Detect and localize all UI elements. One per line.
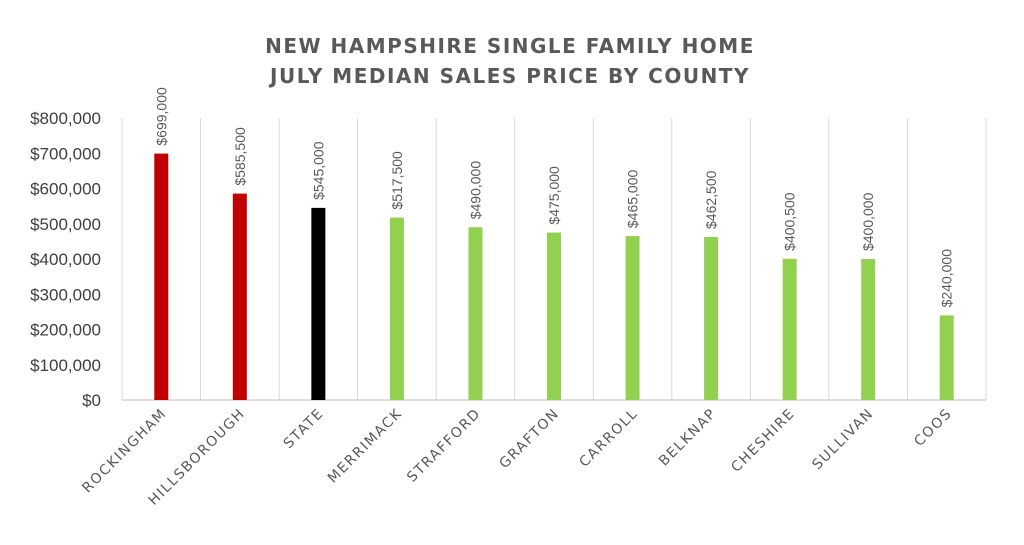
x-tick-label: STATE [281, 406, 327, 452]
bar-rockingham [154, 153, 169, 400]
data-labels: $699,000 $585,500 $545,000 $517,500 $490,000… [153, 87, 954, 307]
bar-belknap [704, 236, 719, 400]
bar-state [311, 207, 326, 400]
data-label: $400,000 [860, 192, 876, 251]
x-tick-label: STRAFFORD [404, 406, 484, 486]
x-tick-label: CARROLL [576, 406, 641, 471]
x-tick-label: BELKNAP [656, 406, 720, 470]
bars [154, 153, 954, 400]
bar-strafford [468, 227, 483, 400]
x-tick-label: MERRIMACK [325, 406, 406, 487]
y-tick-label: $100,000 [30, 356, 101, 375]
x-tick-label: CHESHIRE [728, 406, 798, 476]
data-label: $585,500 [232, 127, 248, 186]
bar-sullivan [861, 259, 876, 400]
data-label: $400,500 [782, 192, 798, 251]
bar-carroll [625, 236, 640, 400]
y-tick-label: $400,000 [30, 250, 101, 269]
y-axis-ticks: $0 $100,000 $200,000 $300,000 $400,000 $500,0… [30, 109, 101, 410]
bar-merrimack [389, 217, 404, 400]
data-label: $545,000 [310, 141, 326, 200]
x-tick-label: COOS [911, 406, 955, 450]
data-label: $475,000 [546, 166, 562, 225]
y-tick-label: $200,000 [30, 321, 101, 340]
chart-title-line-2: JULY MEDIAN SALES PRICE BY COUNTY [268, 64, 750, 88]
bar-coos [939, 315, 954, 400]
y-tick-label: $600,000 [30, 180, 101, 199]
y-tick-label: $300,000 [30, 285, 101, 304]
data-label: $462,500 [703, 170, 719, 229]
x-tick-label: GRAFTON [496, 406, 562, 472]
x-tick-label: ROCKINGHAM [79, 406, 170, 497]
data-label: $240,000 [939, 249, 955, 308]
bar-cheshire [782, 258, 797, 400]
data-label: $699,000 [153, 87, 169, 146]
data-label: $490,000 [467, 161, 483, 220]
x-tick-label: SULLIVAN [809, 406, 877, 474]
bar-hillsborough [232, 193, 247, 400]
data-label: $465,000 [625, 169, 641, 228]
y-tick-label: $700,000 [30, 144, 101, 163]
data-label: $517,500 [389, 151, 405, 210]
y-tick-label: $800,000 [30, 109, 101, 128]
chart-title-line-1: NEW HAMPSHIRE SINGLE FAMILY HOME [265, 34, 755, 58]
y-tick-label: $500,000 [30, 215, 101, 234]
bar-grafton [547, 232, 561, 400]
y-tick-label: $0 [82, 391, 101, 410]
